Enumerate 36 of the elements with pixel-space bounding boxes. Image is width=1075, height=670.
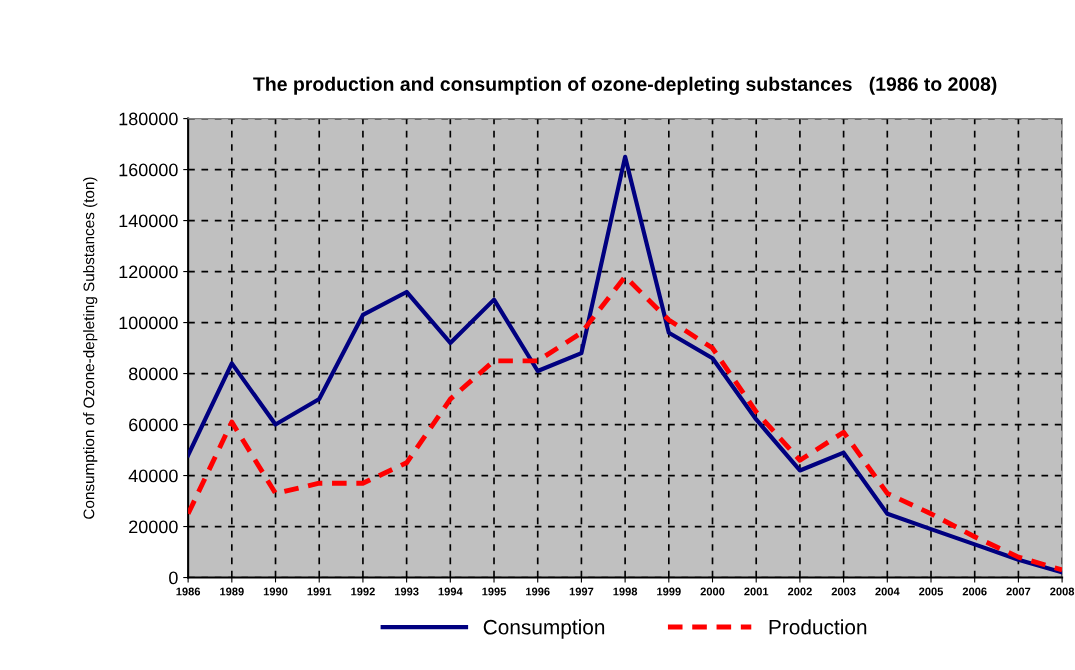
y-axis-title: Consumption of Ozone-depleting Substances (ton) [83,177,98,519]
y-tick-label: 180000 [119,112,178,126]
x-tick-label: 2003 [831,587,856,596]
y-tick-label: 60000 [129,418,178,432]
y-tick-label: 120000 [119,265,178,279]
x-tick-label: 1991 [307,587,332,596]
x-tick-label: 2002 [787,587,812,596]
x-tick-label: 2007 [1006,587,1031,596]
y-tick-label: 20000 [129,520,178,534]
y-tick-label: 140000 [119,214,178,228]
y-tick-label: 40000 [128,469,178,483]
x-tick-label: 2008 [1050,587,1075,596]
x-tick-label: 1992 [351,587,375,596]
x-tick-label: 1990 [263,587,288,596]
x-tick-label: 1995 [482,587,507,596]
x-tick-label: 2000 [700,587,725,596]
line-series [188,274,1063,573]
x-tick-label: 1989 [220,587,244,596]
x-tick-label: 2001 [744,587,769,596]
x-tick-label: 2004 [875,587,900,596]
x-tick-label: 1997 [569,587,594,596]
y-tick-label: 80000 [128,367,178,381]
y-tick-label: 0 [169,571,178,585]
x-tick-label: 1998 [613,587,638,596]
legend-label: Consumption [483,619,605,639]
y-tick-label: 100000 [119,316,178,330]
legend-label: Production [769,619,867,635]
y-tick-label: 160000 [119,163,178,177]
chart-title: The production and consumption of ozone-depleting substances (1986 to 2008) [253,76,997,95]
x-tick-label: 2005 [919,587,944,596]
x-tick-label: 1994 [438,587,463,596]
x-tick-label: 1996 [526,587,550,596]
x-tick-label: 1986 [176,587,201,596]
x-tick-label: 2006 [962,587,987,596]
x-tick-label: 1999 [657,587,681,596]
x-tick-label: 1993 [394,587,419,596]
